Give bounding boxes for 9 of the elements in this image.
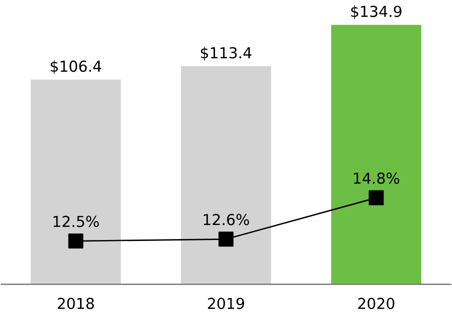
data-label: 12.5% — [54, 216, 99, 228]
x-tick-label: 2018 — [58, 298, 94, 310]
data-label: $134.9 — [351, 5, 402, 20]
data-label: 12.6% — [204, 214, 250, 226]
data-label: $106.4 — [50, 60, 102, 74]
data-label: $113.4 — [200, 46, 252, 60]
x-tick-label: 2020 — [358, 298, 394, 310]
x-tick-label: 2019 — [208, 298, 244, 310]
data-label: 14.8% — [354, 172, 400, 184]
